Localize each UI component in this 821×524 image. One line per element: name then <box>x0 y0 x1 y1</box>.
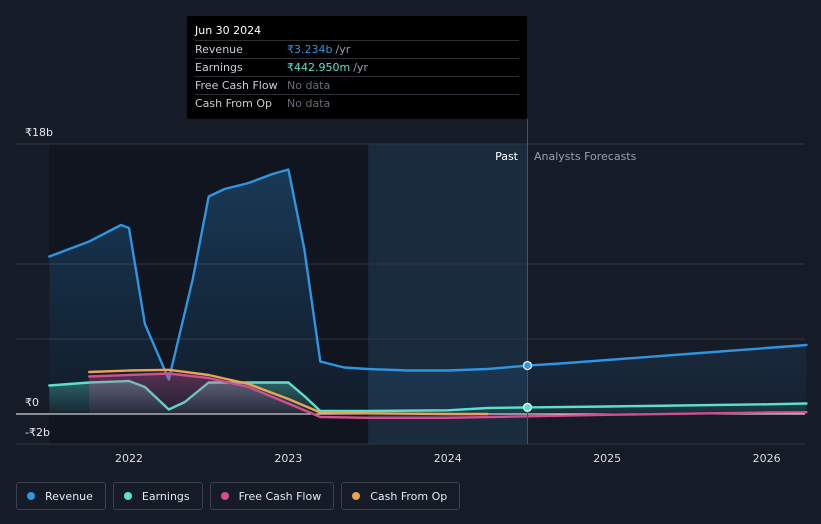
tooltip-row: Revenue ₹3.234b/yr <box>195 40 519 58</box>
tooltip-row-name: Earnings <box>195 61 243 74</box>
y-tick-label: ₹18b <box>25 126 53 139</box>
tooltip-row-value: ₹3.234b <box>287 43 333 56</box>
free-cash-flow-area <box>89 373 807 418</box>
legend: Revenue Earnings Free Cash Flow Cash From O… <box>16 482 461 510</box>
legend-label: Cash From Op <box>370 489 448 503</box>
x-tick-label: 2025 <box>593 452 622 465</box>
legend-label: Revenue <box>45 489 93 503</box>
tooltip-row: Earnings ₹442.950m/yr <box>195 58 519 76</box>
legend-label: Earnings <box>141 489 190 503</box>
tooltip-date: Jun 30 2024 <box>195 24 262 37</box>
cash-from-op-line <box>88 368 489 416</box>
y-tick-label: -₹2b <box>25 426 50 439</box>
tooltip-row: Cash From Op No data <box>195 94 519 112</box>
tooltip-row-unit: /yr <box>335 43 351 56</box>
tooltip-row-value: No data <box>287 97 331 110</box>
legend-item-free-cash-flow[interactable]: Free Cash Flow <box>209 482 335 510</box>
tooltip-row-name: Free Cash Flow <box>195 79 278 92</box>
y-tick-label: ₹0 <box>25 396 39 409</box>
legend-dot-icon <box>27 492 35 500</box>
tooltip-row-unit: /yr <box>353 61 368 74</box>
revenue-line <box>48 168 808 381</box>
tooltip-row: Free Cash Flow No data <box>195 76 519 94</box>
earnings-marker <box>522 402 533 412</box>
revenue-marker <box>522 360 533 371</box>
legend-label: Free Cash Flow <box>238 489 322 503</box>
tooltip-row-value: ₹442.950m <box>287 61 351 74</box>
tooltip-row-name: Cash From Op <box>195 97 273 110</box>
x-tick-label: 2026 <box>752 452 781 465</box>
tooltip-row-name: Revenue <box>195 43 243 56</box>
revenue-area <box>49 169 807 414</box>
legend-dot-icon <box>220 492 229 500</box>
x-tick-label: 2023 <box>274 452 303 465</box>
past-label: Past <box>495 150 518 163</box>
forecast-label: Analysts Forecasts <box>534 150 637 163</box>
chart-canvas <box>16 119 808 445</box>
x-tick-label: 2024 <box>433 452 462 465</box>
tooltip-row-value: No data <box>287 79 331 92</box>
legend-item-cash-from-op[interactable]: Cash From Op <box>341 482 461 510</box>
legend-item-revenue[interactable]: Revenue <box>16 482 106 510</box>
tooltip: Jun 30 2024 Revenue ₹3.234b/yr Earnings ₹44… <box>187 16 527 119</box>
legend-dot-icon <box>123 492 132 500</box>
free-cash-flow-line <box>88 372 808 419</box>
x-tick-label: 2022 <box>115 452 143 465</box>
legend-dot-icon <box>352 492 361 500</box>
legend-item-earnings[interactable]: Earnings <box>112 482 203 510</box>
